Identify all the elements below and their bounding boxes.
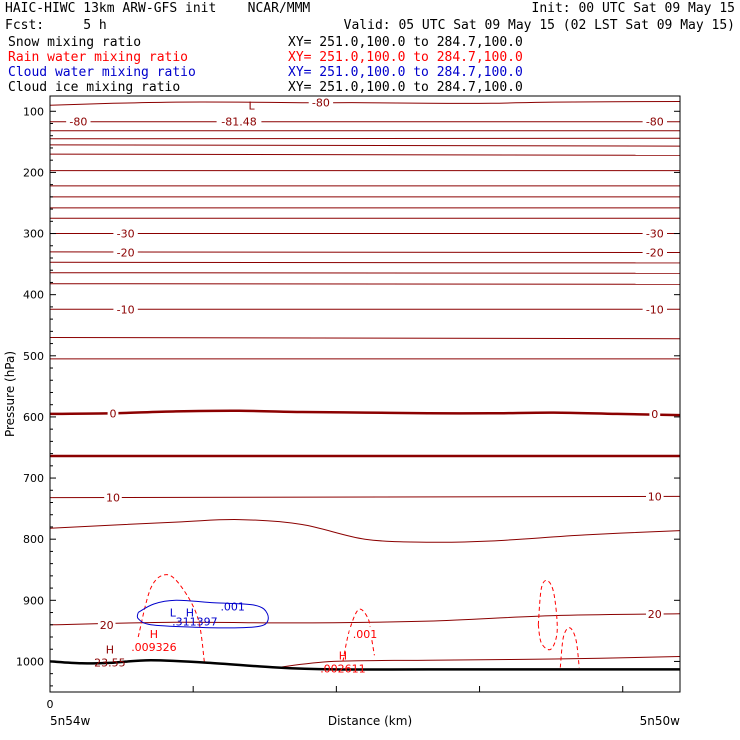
plot-frame <box>49 95 681 693</box>
y-tick-label: 300 <box>23 228 44 241</box>
cloudwater-contour-label: .001 <box>220 600 245 613</box>
valid-time: Valid: 05 UTC Sat 09 May 15 (02 LST Sat … <box>343 18 735 33</box>
extremum-symbol: H <box>150 628 158 641</box>
temperature-contour-label: 0 <box>651 408 658 421</box>
legend-rain-xy: XY= 251.0,100.0 to 284.7,100.0 <box>288 50 523 65</box>
x-zero-label: 0 <box>47 698 54 711</box>
extremum-value: 23.55 <box>94 656 126 669</box>
terrain-line <box>49 658 680 671</box>
temperature-contour-label-bg <box>642 114 667 128</box>
x-axis-left-label: 5n54w <box>50 714 91 728</box>
temperature-contour-label-bg <box>646 606 664 620</box>
extremum-symbol: H <box>339 649 347 662</box>
extremum-value: .002611 <box>320 662 366 675</box>
temperature-contour-label: -20 <box>117 246 135 259</box>
y-tick-label: 700 <box>23 472 44 485</box>
temperature-contour <box>49 409 681 417</box>
forecast-hour: Fcst: 5 h <box>5 18 107 33</box>
temperature-contour <box>49 261 681 264</box>
y-axis-title: Pressure (hPa) <box>3 351 17 437</box>
x-axis-right-label: 5n50w <box>640 714 681 728</box>
extremum-symbol: H <box>106 643 114 656</box>
temperature-contour <box>49 137 681 140</box>
cloudwater-contour <box>136 599 269 629</box>
temperature-contour-label-bg <box>642 245 667 259</box>
temperature-contour-label: -80 <box>646 116 664 129</box>
temperature-contour-label-bg <box>66 114 91 128</box>
legend-cloudwater-label: Cloud water mixing ratio <box>8 65 196 80</box>
temperature-contour <box>276 656 681 668</box>
temperature-contour <box>49 251 681 253</box>
temperature-contour <box>49 519 681 543</box>
extremum-value: .009326 <box>131 641 177 654</box>
temperature-contour-label: -80 <box>312 97 330 110</box>
rain-contour <box>559 627 580 668</box>
temperature-contour-label: -81.48 <box>221 116 256 129</box>
temperature-contour-label: -20 <box>646 246 664 259</box>
cloudwater-contour-label: H <box>186 607 194 620</box>
init-time: Init: 00 UTC Sat 09 May 15 <box>531 1 736 16</box>
temperature-contour-label: 10 <box>648 490 662 503</box>
legend-cloudice-xy: XY= 251.0,100.0 to 284.7,100.0 <box>288 80 523 95</box>
y-tick-label: 100 <box>23 105 44 118</box>
rain-contour <box>537 579 558 651</box>
temperature-contour-label: 20 <box>100 619 114 632</box>
legend-snow-label: Snow mixing ratio <box>8 35 142 50</box>
y-tick-label: 1000 <box>16 655 44 668</box>
temperature-contour-label: -30 <box>646 228 664 241</box>
temperature-contour-label-bg <box>642 226 667 240</box>
temperature-contour <box>49 272 681 274</box>
legend-cloudice-label: Cloud ice mixing ratio <box>8 80 181 95</box>
temperature-contour-label: -80 <box>69 116 87 129</box>
cloudwater-contour-label: L <box>170 607 177 620</box>
y-tick-label: 400 <box>23 289 44 302</box>
rain-contour-label-bg <box>349 626 381 640</box>
temperature-contour-label: 20 <box>648 608 662 621</box>
rain-contour <box>342 608 375 662</box>
temperature-contour <box>49 495 681 499</box>
temperature-contour-label-bg <box>216 114 262 128</box>
temperature-contour <box>49 153 681 156</box>
temperature-contour-label-bg <box>642 302 667 316</box>
temperature-contour-label-bg <box>649 406 661 420</box>
temperature-contour-label-bg <box>646 489 664 503</box>
legend-rain-label: Rain water mixing ratio <box>8 50 189 65</box>
temperature-contour <box>49 101 681 106</box>
temperature-contour-label-bg <box>107 406 119 420</box>
temperature-contour <box>49 144 681 147</box>
temperature-contour-label-bg <box>104 490 122 504</box>
temperature-contour-label-bg <box>113 245 138 259</box>
temperature-contour-label-bg <box>308 95 334 109</box>
legend-snow-xy: XY= 251.0,100.0 to 284.7,100.0 <box>288 35 523 50</box>
legend-cloudwater-xy: XY= 251.0,100.0 to 284.7,100.0 <box>288 65 523 80</box>
temperature-contour-label: 10 <box>106 492 120 505</box>
temperature-contour-label: -10 <box>117 303 135 316</box>
y-tick-label: 600 <box>23 411 44 424</box>
y-tick-label: 900 <box>23 594 44 607</box>
temperature-contour-label: 0 <box>110 407 117 420</box>
temperature-contour <box>49 283 681 285</box>
y-tick-label: 200 <box>23 166 44 179</box>
temperature-contour-label: -10 <box>646 303 664 316</box>
y-tick-label: 500 <box>23 350 44 363</box>
x-axis-title: Distance (km) <box>328 714 412 728</box>
temperature-contour-label-bg <box>97 617 116 631</box>
cloudwater-contour-label: .311397 <box>172 616 218 629</box>
temperature-contour-label-bg <box>113 302 138 316</box>
temperature-contour <box>49 613 681 626</box>
chart-title: HAIC-HIWC 13km ARW-GFS init NCAR/MMM <box>5 1 311 16</box>
rain-contour-label: .001 <box>353 628 378 641</box>
y-tick-label: 800 <box>23 533 44 546</box>
extremum-symbol: L <box>249 99 256 112</box>
temperature-contour-label: -30 <box>117 228 135 241</box>
temperature-contour-label-bg <box>113 226 138 240</box>
temperature-contour <box>49 337 681 340</box>
